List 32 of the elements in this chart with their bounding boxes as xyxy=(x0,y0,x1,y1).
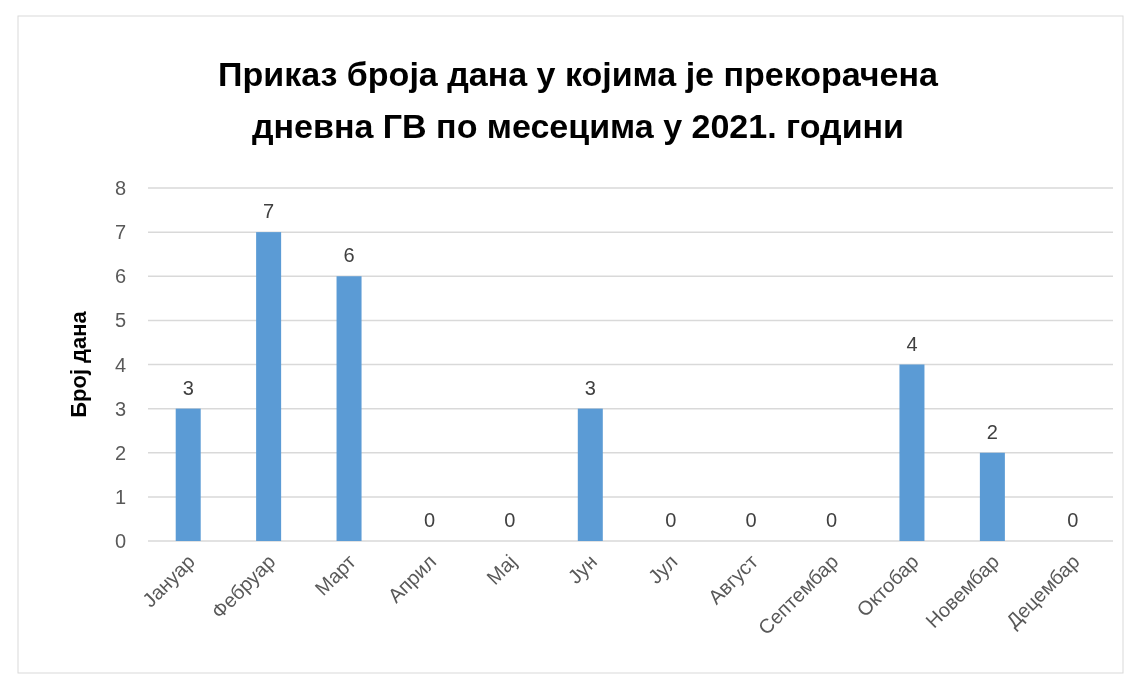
data-label: 0 xyxy=(504,509,516,531)
data-label: 6 xyxy=(343,244,355,267)
bar xyxy=(979,452,1005,541)
y-tick-label: 5 xyxy=(114,309,126,332)
y-tick-label: 1 xyxy=(114,485,126,508)
chart-title: Приказ броја дана у којима је прекорачена дневна ГВ по месецима у 2021. години xyxy=(218,55,940,145)
data-label: 0 xyxy=(825,509,838,531)
data-label: 3 xyxy=(584,376,596,399)
data-label: 0 xyxy=(1067,509,1079,531)
y-tick-label: 4 xyxy=(114,353,126,376)
data-label: 0 xyxy=(745,509,757,531)
data-label: 2 xyxy=(986,420,998,443)
y-tick-label: 7 xyxy=(114,221,126,244)
x-tick-label: Јун xyxy=(563,550,602,588)
y-tick-label: 2 xyxy=(114,441,126,464)
data-label: 0 xyxy=(665,509,677,531)
x-tick-label: Јул xyxy=(643,550,682,588)
y-tick-label: 0 xyxy=(114,530,126,552)
y-tick-label: 6 xyxy=(114,265,126,288)
bar xyxy=(175,408,201,541)
bar xyxy=(336,276,362,541)
bar xyxy=(577,408,603,541)
bar xyxy=(899,364,925,541)
y-tick-label: 8 xyxy=(114,177,126,199)
x-tick-label: Мај xyxy=(482,550,521,589)
y-tick-label: 3 xyxy=(114,397,126,420)
data-label: 0 xyxy=(423,509,436,531)
bar xyxy=(256,232,282,541)
data-label: 3 xyxy=(182,376,194,399)
data-label: 7 xyxy=(263,200,275,223)
data-label: 4 xyxy=(906,332,918,355)
y-axis-title: Број дана xyxy=(66,310,91,418)
